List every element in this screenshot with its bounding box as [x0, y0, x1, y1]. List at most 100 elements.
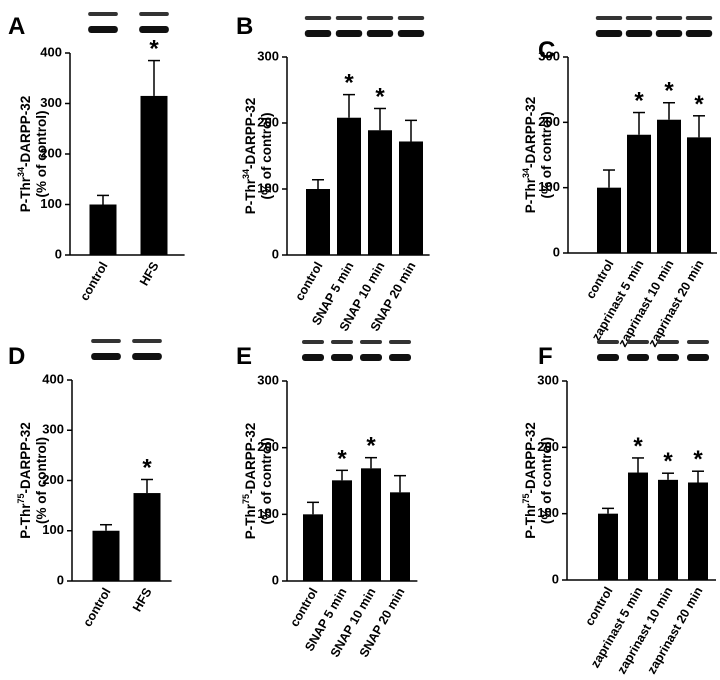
- y-tick-label: 200: [537, 439, 559, 454]
- significance-marker: *: [634, 88, 644, 115]
- y-label-suffix: -DARPP-32: [523, 422, 538, 493]
- bar: [368, 130, 392, 255]
- significance-marker: *: [694, 91, 704, 118]
- y-axis-label: P-Thr75-DARPP-32: [521, 422, 538, 539]
- y-tick-label: 100: [42, 522, 64, 537]
- blot-band: [132, 353, 162, 360]
- y-label-suffix: -DARPP-32: [523, 97, 538, 168]
- y-tick-label: 100: [40, 196, 62, 211]
- blot-band: [655, 30, 683, 37]
- panel-letter: A: [8, 13, 25, 40]
- bar: [658, 479, 678, 580]
- y-label-sup: 75: [16, 494, 26, 504]
- significance-marker: *: [149, 36, 159, 63]
- y-tick-label: 300: [257, 372, 279, 387]
- blot-band: [360, 354, 382, 361]
- blot-band: [625, 16, 653, 20]
- x-tick-label: HFS: [137, 260, 162, 289]
- y-tick-label: 0: [57, 572, 64, 587]
- blot-band: [366, 16, 394, 20]
- y-tick-label: 200: [40, 145, 62, 160]
- bar: [399, 141, 423, 255]
- y-tick-label: 0: [272, 572, 279, 587]
- y-label-prefix: P-Thr: [243, 503, 258, 539]
- y-tick-label: 100: [257, 180, 279, 195]
- blot-band: [304, 16, 332, 20]
- bar: [390, 492, 410, 581]
- significance-marker: *: [375, 83, 385, 110]
- blot-band: [397, 30, 425, 37]
- significance-marker: *: [663, 448, 673, 475]
- blot-band: [304, 30, 332, 37]
- bar: [303, 514, 323, 581]
- bar: [628, 472, 648, 580]
- blot-band: [685, 30, 713, 37]
- bar: [133, 493, 161, 581]
- blot-band: [139, 26, 169, 33]
- y-label-suffix: -DARPP-32: [243, 98, 258, 169]
- blot-band: [331, 340, 353, 344]
- y-label-prefix: P-Thr: [243, 178, 258, 214]
- blot-band: [132, 339, 162, 343]
- y-tick-label: 0: [552, 571, 559, 586]
- y-tick-label: 0: [553, 244, 560, 259]
- blot-band: [88, 26, 118, 33]
- blot-band: [595, 30, 623, 37]
- y-label-prefix: P-Thr: [18, 176, 33, 212]
- y-tick-label: 300: [538, 48, 560, 63]
- significance-marker: *: [664, 78, 674, 105]
- bar: [598, 513, 618, 580]
- y-axis-label: P-Thr75-DARPP-32: [16, 422, 33, 539]
- x-tick-label: zaprinast 20 min: [645, 258, 706, 350]
- y-label-sup: 75: [521, 494, 531, 504]
- x-tick-label: control: [80, 586, 113, 630]
- y-axis-label-unit: (% of control): [539, 437, 554, 524]
- y-tick-label: 400: [42, 371, 64, 386]
- bar: [140, 95, 168, 255]
- blot-band: [335, 16, 363, 20]
- blot-band: [335, 30, 363, 37]
- blot-band: [687, 354, 709, 361]
- y-tick-label: 300: [257, 48, 279, 63]
- y-label-prefix: P-Thr: [18, 503, 33, 539]
- y-tick-label: 0: [55, 246, 62, 261]
- blot-band: [627, 354, 649, 361]
- y-label-suffix: -DARPP-32: [18, 96, 33, 167]
- significance-marker: *: [344, 70, 354, 97]
- y-tick-label: 300: [40, 95, 62, 110]
- y-axis-label-unit: (% of control): [259, 438, 274, 525]
- blot-band: [687, 340, 709, 344]
- blot-band: [389, 340, 411, 344]
- y-tick-label: 0: [272, 246, 279, 261]
- blot-band: [302, 354, 324, 361]
- blot-band: [595, 16, 623, 20]
- significance-marker: *: [366, 433, 376, 460]
- panel-letter: E: [236, 343, 252, 370]
- y-axis-label: P-Thr75-DARPP-32: [241, 423, 258, 540]
- blot-band: [360, 340, 382, 344]
- blot-band: [597, 340, 619, 344]
- blot-band: [91, 353, 121, 360]
- y-axis-label: P-Thr34-DARPP-32: [16, 96, 33, 213]
- blot-band: [366, 30, 394, 37]
- y-tick-label: 200: [538, 114, 560, 129]
- blot-band: [627, 340, 649, 344]
- significance-marker: *: [693, 446, 703, 473]
- blot-band: [655, 16, 683, 20]
- significance-marker: *: [337, 445, 347, 472]
- blot-band: [657, 340, 679, 344]
- y-tick-label: 200: [42, 472, 64, 487]
- bar: [687, 137, 711, 253]
- bar: [688, 482, 708, 580]
- x-tick-label: HFS: [130, 586, 155, 615]
- y-label-sup: 75: [241, 494, 251, 504]
- bar: [92, 530, 120, 581]
- x-tick-label: control: [583, 258, 616, 302]
- y-axis-label: P-Thr34-DARPP-32: [241, 98, 258, 215]
- blot-band: [139, 12, 169, 16]
- bar: [657, 119, 681, 253]
- bar: [597, 187, 621, 253]
- panel-letter: B: [236, 13, 253, 40]
- x-tick-label: zaprinast 20 min: [644, 585, 705, 677]
